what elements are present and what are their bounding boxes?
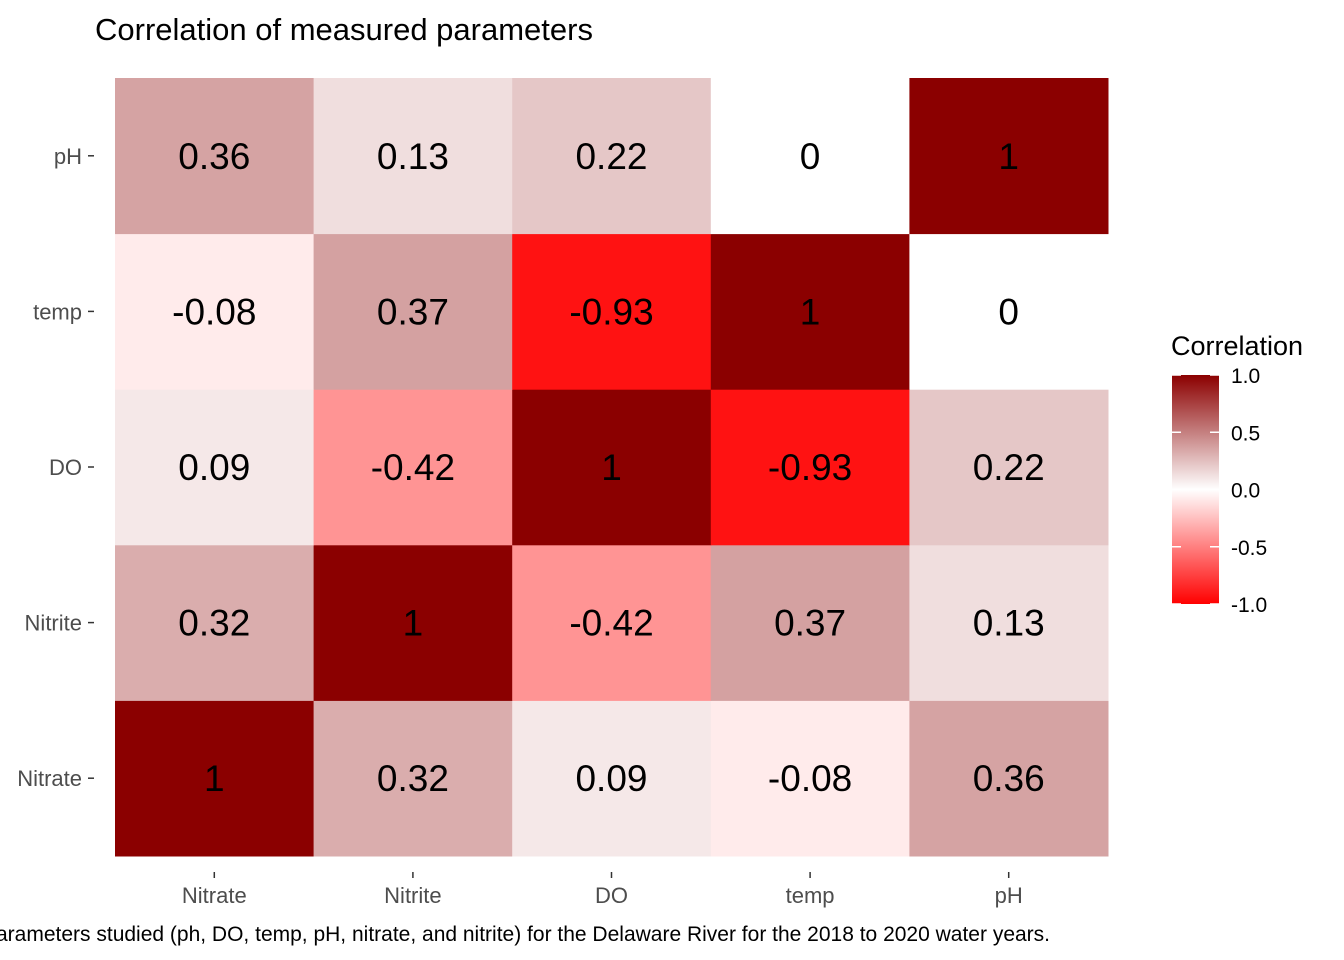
cell-value-label: -0.93 <box>768 447 852 488</box>
heatmap-cell-Nitrate-Nitrate <box>115 700 315 857</box>
heatmap-cell-DO-Nitrate <box>512 700 712 857</box>
x-tick-label: pH <box>995 883 1023 908</box>
heatmap-cell-pH-DO <box>909 389 1109 546</box>
cell-value-label: 1 <box>601 447 622 488</box>
y-tick-label: pH <box>54 144 82 169</box>
chart-title: Correlation of measured parameters <box>95 12 593 47</box>
cell-value-label: 0.32 <box>178 603 250 644</box>
legend-tick-label: 1.0 <box>1231 365 1260 388</box>
y-tick-label: Nitrite <box>25 611 82 636</box>
heatmap-cell-Nitrate-pH <box>115 78 315 235</box>
heatmap-cells <box>115 78 1109 857</box>
cell-value-label: 0.09 <box>575 758 647 799</box>
legend-tick-label: 0.0 <box>1231 480 1260 503</box>
cell-value-label: 0.36 <box>973 758 1045 799</box>
y-tick-label: Nitrate <box>17 766 82 791</box>
heatmap-cell-temp-Nitrite <box>710 544 910 701</box>
cell-value-label: 0.32 <box>377 758 449 799</box>
legend-tick-label: -1.0 <box>1231 594 1267 617</box>
cell-value-label: 0 <box>998 291 1019 332</box>
heatmap-cell-Nitrate-Nitrite <box>115 544 315 701</box>
x-tick-label: temp <box>786 883 835 908</box>
cell-value-label: -0.42 <box>569 603 653 644</box>
x-tick-label: Nitrite <box>384 883 441 908</box>
x-tick-label: DO <box>595 883 628 908</box>
heatmap-cell-pH-Nitrate <box>909 700 1109 857</box>
heatmap-cell-DO-DO <box>512 389 712 546</box>
cell-value-label: 1 <box>998 136 1019 177</box>
y-tick-label: temp <box>33 299 82 324</box>
heatmap-cell-DO-temp <box>512 233 712 390</box>
legend-title: Correlation <box>1171 331 1303 361</box>
heatmap-cell-Nitrate-DO <box>115 389 315 546</box>
cell-value-label: 1 <box>403 603 424 644</box>
cell-value-label: 0.22 <box>575 136 647 177</box>
cell-value-label: 0.36 <box>178 136 250 177</box>
heatmap-cell-Nitrite-Nitrite <box>313 544 513 701</box>
cell-value-label: -0.42 <box>371 447 455 488</box>
y-tick-label: DO <box>49 455 82 480</box>
x-tick-label: Nitrate <box>182 883 247 908</box>
legend: Correlation 1.0 0.5 0.0 -0.5 -1.0 <box>1171 331 1303 617</box>
heatmap-cell-Nitrite-pH <box>313 78 513 235</box>
cell-value-label: 0.13 <box>377 136 449 177</box>
heatmap-cell-temp-Nitrate <box>710 700 910 857</box>
cell-value-label: 1 <box>800 291 821 332</box>
chart-caption: arameters studied (ph, DO, temp, pH, nit… <box>0 923 1050 946</box>
heatmap-cell-labels: 1 0.32 0.09 -0.08 0.36 0.32 1 -0.42 0.37 0.13 0.09… <box>172 136 1045 799</box>
y-axis: Nitrate Nitrite DO temp pH <box>17 144 94 791</box>
heatmap-cell-Nitrite-DO <box>313 389 513 546</box>
heatmap-cell-Nitrite-Nitrate <box>313 700 513 857</box>
heatmap-cell-temp-temp <box>710 233 910 390</box>
cell-value-label: 0.22 <box>973 447 1045 488</box>
heatmap-cell-DO-pH <box>512 78 712 235</box>
legend-tick-label: 0.5 <box>1231 422 1260 445</box>
cell-value-label: 0.13 <box>973 603 1045 644</box>
cell-value-label: 0.37 <box>377 291 449 332</box>
heatmap-cell-DO-Nitrite <box>512 544 712 701</box>
heatmap-cell-pH-pH <box>909 78 1109 235</box>
cell-value-label: 0 <box>800 136 821 177</box>
heatmap-cell-temp-pH <box>710 78 910 235</box>
cell-value-label: -0.93 <box>569 291 653 332</box>
cell-value-label: -0.08 <box>768 758 852 799</box>
heatmap-cell-pH-Nitrite <box>909 544 1109 701</box>
heatmap-cell-Nitrate-temp <box>115 233 315 390</box>
heatmap-cell-pH-temp <box>909 233 1109 390</box>
heatmap-cell-Nitrite-temp <box>313 233 513 390</box>
cell-value-label: 0.09 <box>178 447 250 488</box>
cell-value-label: 0.37 <box>774 603 846 644</box>
cell-value-label: -0.08 <box>172 291 256 332</box>
legend-tick-label: -0.5 <box>1231 537 1267 560</box>
heatmap-cell-temp-DO <box>710 389 910 546</box>
cell-value-label: 1 <box>204 758 225 799</box>
x-axis: Nitrate Nitrite DO temp pH <box>182 872 1023 908</box>
